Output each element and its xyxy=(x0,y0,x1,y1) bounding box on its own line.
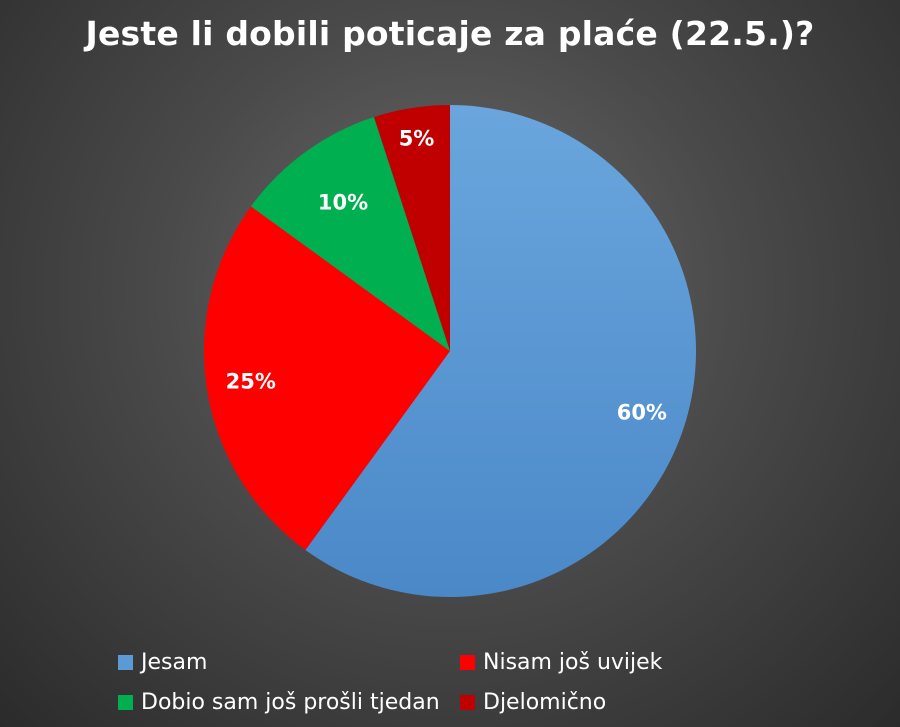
data-label-nisam: 25% xyxy=(226,370,276,394)
chart-title: Jeste li dobili poticaje za plaće (22.5.… xyxy=(85,14,815,53)
pie-slice-nisam xyxy=(203,206,450,551)
data-label-dobio: 10% xyxy=(318,191,368,215)
pie-slice-dobio xyxy=(250,117,450,351)
pie-slice-jesam xyxy=(305,105,696,597)
data-label-djelomicno: 5% xyxy=(399,127,435,151)
pie-slice-djelomicno xyxy=(373,105,450,351)
data-label-jesam: 60% xyxy=(617,400,667,424)
